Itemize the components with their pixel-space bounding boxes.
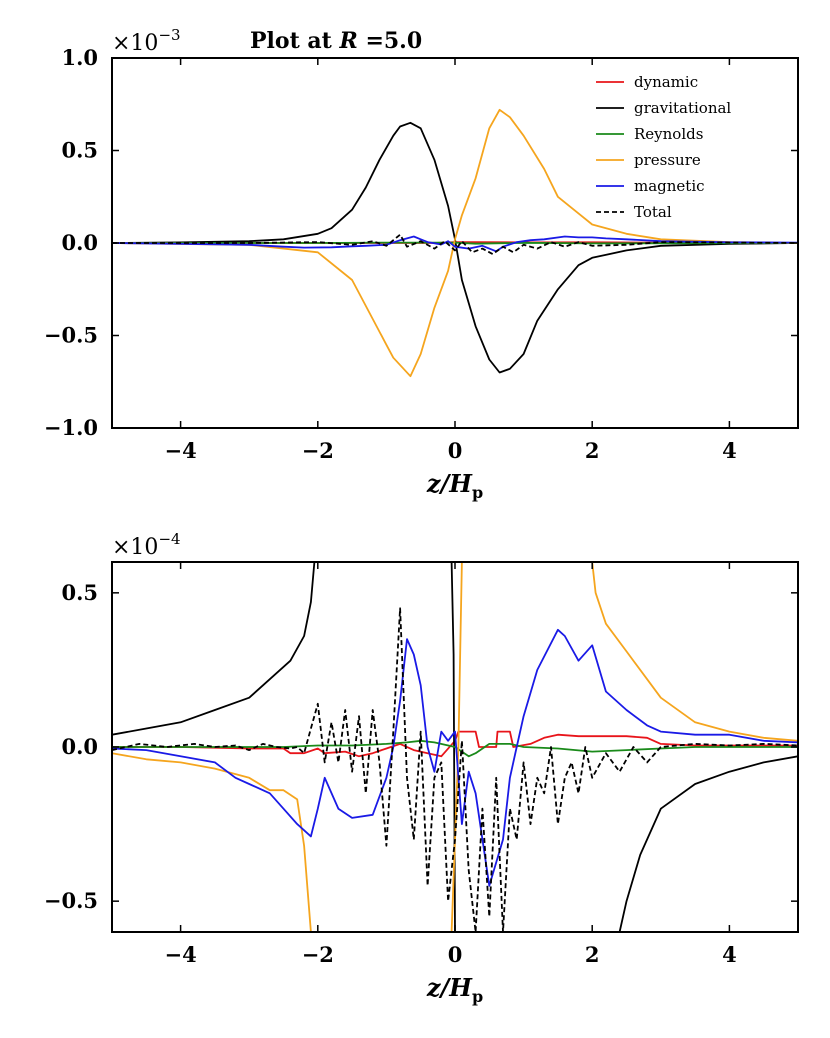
top-scale-multiplier: ×10−3 bbox=[112, 26, 181, 56]
bottom-x-tick-label: 2 bbox=[585, 942, 600, 967]
bottom-scale-multiplier: ×10−4 bbox=[112, 530, 181, 560]
top-series-pressure-line bbox=[112, 108, 798, 378]
bottom-series-gravitational-line bbox=[618, 755, 798, 932]
top-x-tick-label: 4 bbox=[722, 438, 737, 463]
bottom-y-tick-label: 0.0 bbox=[61, 734, 98, 759]
legend: dynamic gravitational Reynolds pressure magn… bbox=[596, 73, 731, 221]
legend-label-dynamic: dynamic bbox=[634, 73, 698, 91]
top-series-total-line bbox=[112, 233, 798, 256]
legend-label-pressure: pressure bbox=[634, 151, 701, 169]
top-series-magnetic-line bbox=[112, 235, 798, 253]
bottom-x-tick-label: −4 bbox=[164, 942, 196, 967]
top-x-axis-label: z/Hp bbox=[426, 469, 483, 502]
bottom-series-total-line bbox=[112, 607, 798, 932]
legend-label-total: Total bbox=[634, 203, 672, 221]
bottom-x-tick-label: −2 bbox=[302, 942, 334, 967]
bottom-series-pressure-line bbox=[450, 562, 463, 932]
bottom-panel: ×10−4 −4 −2 0 2 4 −0.5 0.0 0.5 z/Hp bbox=[44, 530, 799, 1006]
top-y-tick-label: 0.5 bbox=[61, 138, 98, 163]
legend-label-gravitational: gravitational bbox=[634, 99, 731, 117]
top-ticks-group: −4 −2 0 2 4 −1.0 −0.5 0.0 0.5 1.0 bbox=[44, 45, 798, 463]
bottom-x-tick-label: 4 bbox=[722, 942, 737, 967]
bottom-series-reynolds-line bbox=[112, 739, 798, 758]
bottom-series-pressure-line bbox=[591, 562, 798, 742]
top-series-group bbox=[112, 108, 798, 378]
legend-label-reynolds: Reynolds bbox=[634, 125, 703, 143]
bottom-y-tick-label: 0.5 bbox=[61, 580, 98, 605]
plot-title: Plot at R =5.0 bbox=[250, 28, 422, 54]
top-y-tick-label: −0.5 bbox=[44, 323, 98, 348]
bottom-ticks-group: −4 −2 0 2 4 −0.5 0.0 0.5 bbox=[44, 562, 798, 967]
bottom-x-axis-label: z/Hp bbox=[426, 973, 483, 1006]
top-y-tick-label: 0.0 bbox=[61, 230, 98, 255]
top-series-gravitational-line bbox=[112, 121, 798, 374]
bottom-y-tick-label: −0.5 bbox=[44, 888, 98, 913]
top-x-tick-label: 2 bbox=[585, 438, 600, 463]
bottom-x-tick-label: 0 bbox=[448, 942, 463, 967]
top-x-tick-label: −2 bbox=[302, 438, 334, 463]
top-x-tick-label: 0 bbox=[448, 438, 463, 463]
top-x-tick-label: −4 bbox=[164, 438, 196, 463]
bottom-series-group bbox=[112, 562, 798, 932]
top-y-tick-label: −1.0 bbox=[44, 415, 98, 440]
legend-label-magnetic: magnetic bbox=[634, 177, 705, 195]
bottom-series-magnetic-line bbox=[112, 628, 798, 887]
top-panel: Plot at R =5.0 ×10−3 −4 −2 0 2 4 −1.0 −0.5 0.0 0… bbox=[44, 26, 799, 502]
bottom-series-pressure-line bbox=[112, 752, 312, 932]
top-y-tick-label: 1.0 bbox=[61, 45, 98, 70]
bottom-series-gravitational-line bbox=[112, 562, 316, 736]
